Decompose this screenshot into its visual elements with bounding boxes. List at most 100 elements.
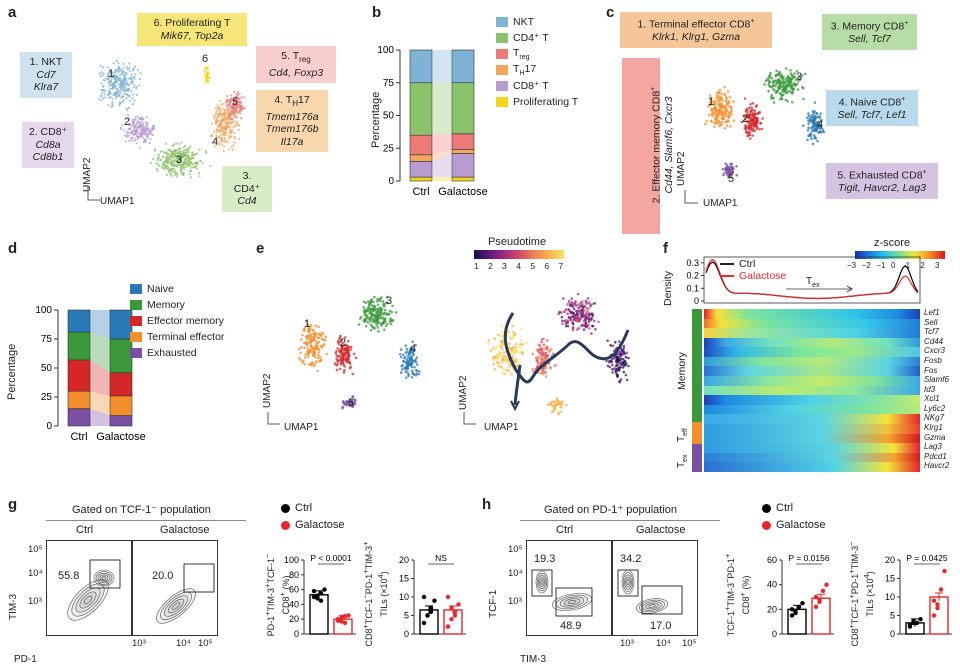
umap-point [376, 326, 380, 329]
umap-point [731, 167, 735, 170]
umap-point [587, 323, 590, 327]
cluster-box-nkt: 1. NKT Cd7 Klra7 [20, 52, 72, 98]
umap-point [815, 111, 819, 115]
umap-point [750, 106, 753, 110]
stacked-bar-chart-d: 0 25 50 75 100 Ctrl Galactose [35, 305, 145, 443]
umap-point [404, 344, 408, 347]
umap-point [189, 166, 192, 169]
umap-point [363, 313, 367, 317]
umap-point [229, 111, 232, 114]
umap-point [508, 342, 511, 345]
bar-ytick: 20 [767, 604, 777, 614]
umap-point [796, 88, 800, 91]
umap-point [373, 295, 376, 299]
umap-point [333, 362, 337, 365]
umap-point [724, 162, 727, 165]
umap-point [724, 120, 727, 124]
umap-point [564, 308, 568, 311]
umap-point [581, 313, 584, 316]
umap-point [138, 146, 141, 149]
umap-point [146, 136, 149, 139]
umap-point [735, 165, 738, 168]
flow-g-gal-label: Galactose [160, 524, 210, 536]
umap-point [566, 312, 569, 315]
umap-point [569, 304, 572, 307]
umap-point [813, 110, 816, 113]
gate-rect-bottom [641, 585, 683, 615]
umap-point [821, 129, 825, 133]
heatmap-row [704, 423, 920, 434]
umap-point [122, 128, 125, 131]
umap-point [116, 88, 119, 91]
umap-point [374, 308, 377, 311]
umap-point [817, 121, 820, 124]
umap-point [379, 313, 383, 317]
umap-point [219, 136, 222, 139]
umap-point [569, 318, 573, 322]
umap-point [763, 83, 766, 86]
stacked-bar-segment [67, 331, 91, 361]
umap-point [187, 156, 190, 160]
heatmap-row [704, 443, 920, 453]
umap-point [126, 94, 129, 97]
umap-point [149, 138, 152, 141]
umap-point [98, 72, 101, 75]
legend-item: CD4⁺ T [496, 30, 578, 46]
umap-point [174, 149, 177, 152]
umap-point [120, 96, 123, 99]
umap-point [514, 358, 517, 361]
stacked-bar-segment [409, 134, 433, 156]
umap-point [807, 122, 810, 125]
umap-point [114, 74, 117, 77]
umap-point [348, 362, 352, 366]
umap-point [134, 116, 137, 119]
umap-point [226, 95, 229, 98]
flow-g-xtick-4: 10⁴ [176, 638, 191, 649]
umap-point [152, 124, 156, 127]
umap-point [389, 322, 393, 326]
umap-point [797, 76, 800, 79]
tex-label: Tex [806, 276, 820, 289]
stacked-bar-segment [109, 372, 133, 397]
stacked-bar-segment [109, 415, 133, 427]
flow-contour [101, 576, 107, 580]
umap-point [724, 96, 728, 99]
umap-point [540, 338, 544, 341]
umap-point [413, 348, 416, 352]
flow-contour [75, 587, 101, 613]
umap-point [487, 339, 491, 342]
legend-item: Memory [130, 297, 224, 313]
umap-point [502, 368, 506, 371]
umap-point [376, 320, 379, 323]
flow-h-ytick-3: 10³ [508, 596, 522, 607]
umap-point [168, 168, 171, 171]
umap-point [417, 372, 421, 376]
umap-point [531, 367, 534, 371]
umap-point [136, 120, 140, 123]
umap-point [347, 352, 350, 356]
data-point [935, 602, 940, 607]
panel-letter-a: a [8, 4, 17, 21]
umap-point [314, 324, 318, 327]
umap-point [219, 124, 222, 128]
umap-point [721, 110, 724, 113]
flow-contour [167, 598, 185, 614]
umap-point [186, 161, 189, 164]
umap-point [213, 145, 216, 148]
umap-point [180, 141, 183, 144]
umap-point [609, 360, 613, 363]
data-point [942, 568, 947, 574]
umap-point [180, 164, 183, 167]
data-point [796, 604, 802, 610]
umap-point [752, 125, 756, 128]
umap-point [572, 322, 575, 326]
umap-point [319, 359, 323, 362]
umap-point [810, 130, 814, 133]
umap-point [577, 306, 580, 310]
umap-point [225, 119, 228, 122]
umap-e-label-2: 2 [340, 337, 347, 349]
umap-point [131, 80, 134, 83]
umap-point [339, 334, 342, 338]
heatmap-gene-label: Cd44 [924, 336, 944, 346]
umap-point [535, 359, 539, 362]
